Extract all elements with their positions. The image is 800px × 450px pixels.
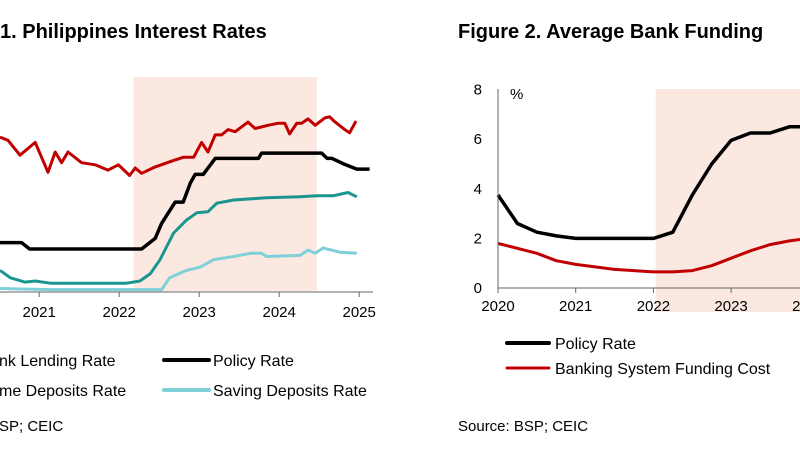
x-tick-label: 2024 xyxy=(263,304,296,321)
legend-label-saving-deposits-rate: Saving Deposits Rate xyxy=(213,383,367,400)
legend-label-lending-rate: nk Lending Rate xyxy=(0,353,116,370)
figure-2-y-unit: % xyxy=(510,86,523,103)
figure-2-source: Source: BSP; CEIC xyxy=(458,418,588,435)
y-tick-label: 4 xyxy=(474,181,482,198)
series-line-policy-rate xyxy=(496,125,800,241)
legend-label-funding-cost: Banking System Funding Cost xyxy=(555,361,771,378)
y-tick-label: 0 xyxy=(474,280,482,297)
x-tick-label: 2025 xyxy=(343,304,376,321)
x-tick-label: 2022 xyxy=(103,304,136,321)
figure-1-title: 1. Philippines Interest Rates xyxy=(0,21,267,43)
figure-1-source: SP; CEIC xyxy=(0,418,63,435)
y-tick-label: 6 xyxy=(474,131,482,148)
figure-2-legend: Policy Rate Banking System Funding Cost xyxy=(505,336,771,378)
figure-2-lines xyxy=(496,125,800,274)
series-line-nk-lending-rate xyxy=(0,115,358,177)
legend-label-time-deposits-rate: me Deposits Rate xyxy=(0,383,126,400)
x-tick-label: 2020 xyxy=(481,298,514,315)
x-tick-label: 2021 xyxy=(559,298,592,315)
series-line-policy-rate xyxy=(0,151,370,251)
figure-2: Figure 2. Average Bank Funding % 2020 202… xyxy=(458,21,800,435)
legend-label-policy-rate: Policy Rate xyxy=(555,336,636,353)
y-tick-label: 2 xyxy=(474,230,482,247)
x-tick-label: 2023 xyxy=(183,304,216,321)
figure-1: 1. Philippines Interest Rates 2021 2022 20… xyxy=(0,21,376,435)
figure-1-lines xyxy=(0,115,370,292)
x-tick-label: 2024 xyxy=(792,298,800,315)
figure-1-x-ticks: 2021 2022 2023 2024 2025 xyxy=(23,292,376,321)
figure-1-legend: nk Lending Rate Policy Rate me Deposits … xyxy=(0,353,367,400)
figure-2-shaded-period xyxy=(655,89,800,312)
legend-label-policy-rate: Policy Rate xyxy=(213,353,294,370)
x-tick-label: 2022 xyxy=(637,298,670,315)
figure-2-ticks: 2020 2021 2022 2023 2024 0 2 4 6 8 xyxy=(474,82,800,315)
series-line-me-deposits-rate xyxy=(0,191,358,285)
x-tick-label: 2023 xyxy=(714,298,747,315)
x-tick-label: 2021 xyxy=(23,304,56,321)
series-line-banking-system-funding-cost xyxy=(497,238,800,274)
y-tick-label: 8 xyxy=(474,82,482,99)
series-line-saving-deposits-rate xyxy=(0,246,357,292)
figure-2-title: Figure 2. Average Bank Funding xyxy=(458,21,763,43)
